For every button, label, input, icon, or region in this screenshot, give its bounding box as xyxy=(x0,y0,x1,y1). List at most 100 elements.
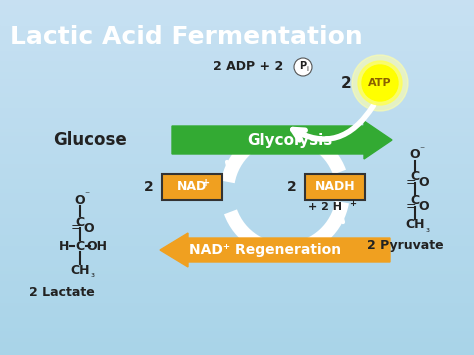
Text: O: O xyxy=(410,148,420,162)
Bar xyxy=(0,46,474,50)
Text: + 2 H: + 2 H xyxy=(308,202,342,212)
Bar xyxy=(0,103,474,106)
Bar xyxy=(0,316,474,320)
Bar xyxy=(0,231,474,234)
Bar xyxy=(0,174,474,178)
Bar xyxy=(0,92,474,96)
Text: =: = xyxy=(406,176,416,190)
Bar xyxy=(0,117,474,121)
Bar xyxy=(0,277,474,280)
Bar xyxy=(0,188,474,192)
Bar xyxy=(0,309,474,312)
Text: C: C xyxy=(410,170,419,184)
Bar xyxy=(0,153,474,156)
Bar xyxy=(0,142,474,146)
Bar xyxy=(0,302,474,305)
Bar xyxy=(0,280,474,284)
Bar xyxy=(0,53,474,57)
Text: ⁻: ⁻ xyxy=(84,190,89,200)
Bar xyxy=(0,170,474,174)
Bar xyxy=(0,330,474,334)
Bar xyxy=(0,138,474,142)
Text: +: + xyxy=(349,200,356,208)
Bar xyxy=(0,32,474,36)
Bar xyxy=(0,295,474,298)
Text: 2 ADP + 2: 2 ADP + 2 xyxy=(213,60,283,73)
Text: Glucose: Glucose xyxy=(53,131,127,149)
Circle shape xyxy=(294,58,312,76)
Bar xyxy=(0,195,474,199)
Text: ₃: ₃ xyxy=(425,224,429,234)
Text: O: O xyxy=(84,222,94,235)
Bar xyxy=(0,128,474,131)
Bar xyxy=(0,252,474,256)
Text: ⁻: ⁻ xyxy=(419,145,424,155)
Bar xyxy=(0,7,474,11)
Bar xyxy=(0,4,474,7)
Bar xyxy=(0,57,474,60)
Bar xyxy=(0,124,474,128)
Bar xyxy=(0,131,474,135)
Bar xyxy=(0,202,474,206)
Bar xyxy=(0,135,474,138)
Bar xyxy=(0,64,474,67)
Bar xyxy=(0,206,474,209)
Bar xyxy=(0,263,474,266)
Text: 2: 2 xyxy=(341,76,352,91)
Bar xyxy=(0,224,474,227)
Bar xyxy=(0,323,474,327)
FancyBboxPatch shape xyxy=(162,174,222,200)
Circle shape xyxy=(358,61,402,105)
Bar xyxy=(0,85,474,89)
FancyArrowPatch shape xyxy=(293,105,374,140)
Bar xyxy=(0,156,474,160)
Circle shape xyxy=(362,65,398,101)
Bar xyxy=(0,327,474,330)
Bar xyxy=(0,75,474,78)
Bar xyxy=(0,305,474,309)
Text: Lactic Acid Fermentation: Lactic Acid Fermentation xyxy=(10,25,363,49)
Bar xyxy=(0,291,474,295)
Bar xyxy=(0,14,474,18)
Bar xyxy=(0,238,474,241)
Bar xyxy=(0,256,474,259)
Bar xyxy=(0,50,474,53)
Bar xyxy=(0,344,474,348)
Bar xyxy=(0,36,474,39)
Bar xyxy=(0,341,474,344)
Bar xyxy=(0,234,474,238)
Text: O: O xyxy=(419,176,429,190)
Bar xyxy=(0,99,474,103)
Bar xyxy=(0,284,474,288)
Text: 2: 2 xyxy=(287,180,297,194)
Bar xyxy=(0,28,474,32)
Bar xyxy=(0,217,474,220)
Bar xyxy=(0,146,474,149)
Text: C: C xyxy=(75,240,84,252)
Text: ₃: ₃ xyxy=(90,269,94,279)
Bar xyxy=(0,60,474,64)
Text: i: i xyxy=(306,66,308,72)
Bar xyxy=(0,320,474,323)
FancyArrow shape xyxy=(160,233,390,267)
FancyBboxPatch shape xyxy=(305,174,365,200)
Text: +: + xyxy=(202,178,210,188)
Bar xyxy=(0,213,474,217)
Text: =: = xyxy=(71,222,82,235)
Text: O: O xyxy=(419,201,429,213)
Bar xyxy=(0,43,474,46)
Bar xyxy=(0,192,474,195)
Bar xyxy=(0,11,474,14)
Text: Glycolysis: Glycolysis xyxy=(247,132,333,147)
Text: NADH: NADH xyxy=(315,180,356,193)
Bar xyxy=(0,266,474,270)
Text: ATP: ATP xyxy=(368,78,392,88)
Bar xyxy=(0,298,474,302)
Bar xyxy=(0,348,474,351)
Text: H: H xyxy=(59,240,69,252)
Text: OH: OH xyxy=(86,240,108,252)
Circle shape xyxy=(352,55,408,111)
Bar xyxy=(0,21,474,25)
Bar xyxy=(0,209,474,213)
Text: 2 Pyruvate: 2 Pyruvate xyxy=(367,239,443,251)
